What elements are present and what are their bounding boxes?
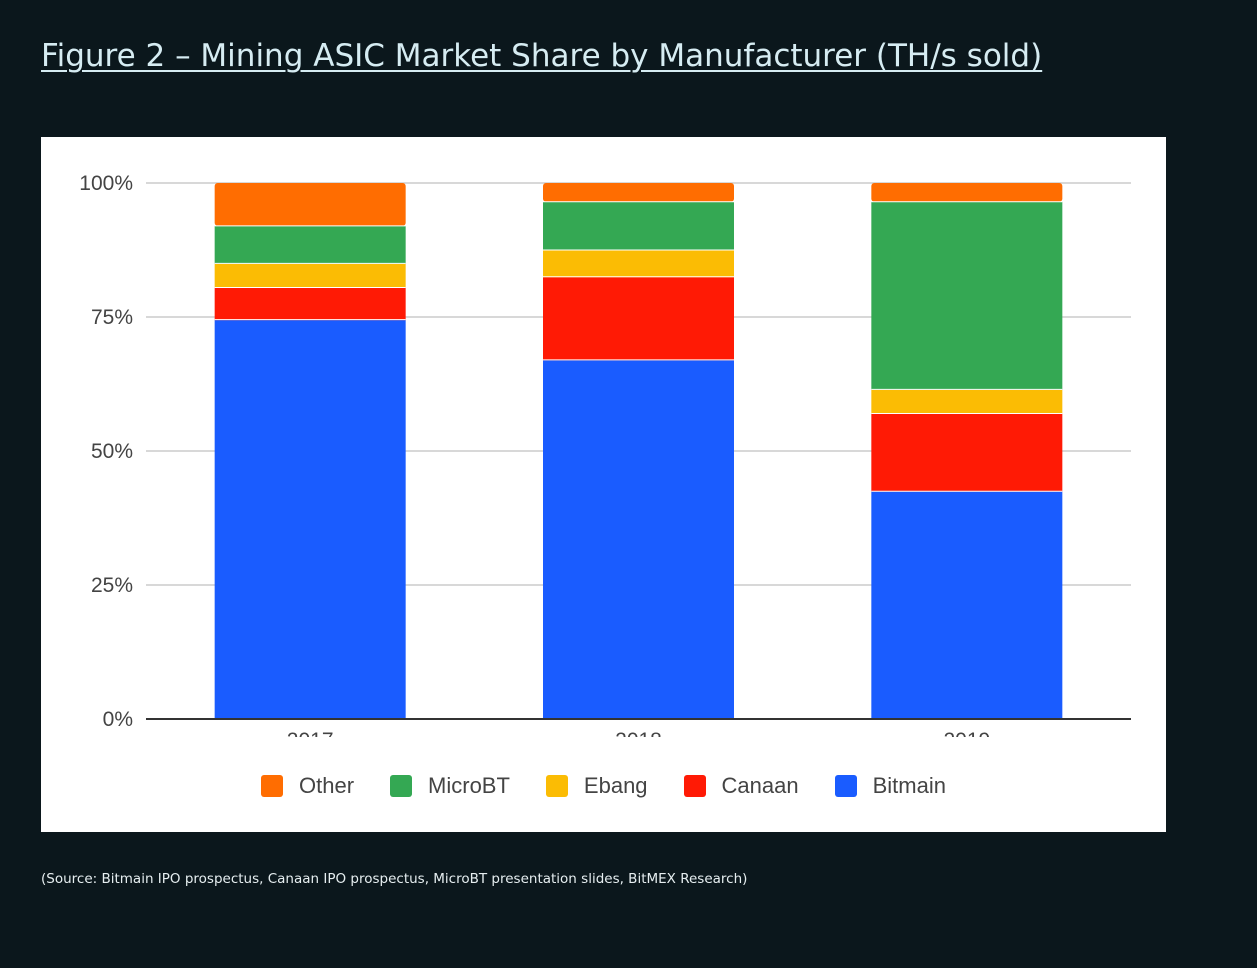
bar-segment-bitmain-2018 [543, 359, 734, 720]
chart-legend: Other MicroBT Ebang Canaan Bitmain [41, 773, 1166, 799]
bar-segment-canaan-2018 [543, 276, 734, 361]
y-tick-label: 25% [91, 574, 133, 597]
source-note: (Source: Bitmain IPO prospectus, Canaan … [41, 871, 748, 887]
bar-segment-ebang-2018 [543, 250, 734, 278]
y-tick-label: 75% [91, 306, 133, 329]
legend-label: MicroBT [428, 773, 510, 798]
legend-swatch [834, 775, 857, 797]
bar-segment-canaan-2019 [871, 413, 1063, 492]
legend-label: Bitmain [872, 773, 946, 798]
legend-item-ebang[interactable]: Ebang [545, 773, 648, 799]
legend-label: Canaan [721, 773, 799, 798]
stacked-bar-chart: 0% 25% 50% 75% 100% 2017 2018 2019 Other MicroBT… [41, 137, 1166, 832]
bar-segment-bitmain-2017 [214, 319, 406, 720]
y-tick-label: 50% [91, 440, 133, 463]
legend-label: Other [299, 773, 355, 798]
legend-item-canaan[interactable]: Canaan [683, 773, 799, 799]
legend-swatch [390, 775, 413, 797]
chart-plot: 0% 25% 50% 75% 100% 2017 2018 2019 [79, 172, 1131, 737]
bar-segment-other-2018 [543, 183, 734, 202]
bar-segment-bitmain-2019 [871, 491, 1063, 720]
x-tick-label: 2019 [943, 729, 990, 737]
legend-swatch [683, 775, 706, 797]
legend-swatch [261, 775, 283, 797]
bar-segment-ebang-2017 [214, 263, 406, 289]
x-tick-label: 2018 [615, 729, 662, 737]
legend-swatch [545, 775, 568, 797]
legend-label: Ebang [583, 773, 648, 798]
legend-item-microbt[interactable]: MicroBT [390, 773, 510, 799]
legend-item-other[interactable]: Other [261, 773, 354, 799]
bar-segment-other-2017 [214, 183, 406, 226]
y-tick-label: 0% [103, 708, 133, 731]
bar-segment-microbt-2019 [871, 201, 1063, 390]
legend-item-bitmain[interactable]: Bitmain [834, 773, 946, 799]
y-tick-label: 100% [79, 172, 133, 195]
page-title[interactable]: Figure 2 – Mining ASIC Market Share by M… [41, 38, 1043, 74]
bar-segment-other-2019 [871, 183, 1063, 202]
bar-segment-canaan-2017 [214, 287, 406, 321]
x-tick-label: 2017 [287, 729, 334, 737]
bar-segment-microbt-2017 [214, 225, 406, 264]
bar-segment-ebang-2019 [871, 389, 1063, 414]
bar-segment-microbt-2018 [543, 201, 734, 251]
